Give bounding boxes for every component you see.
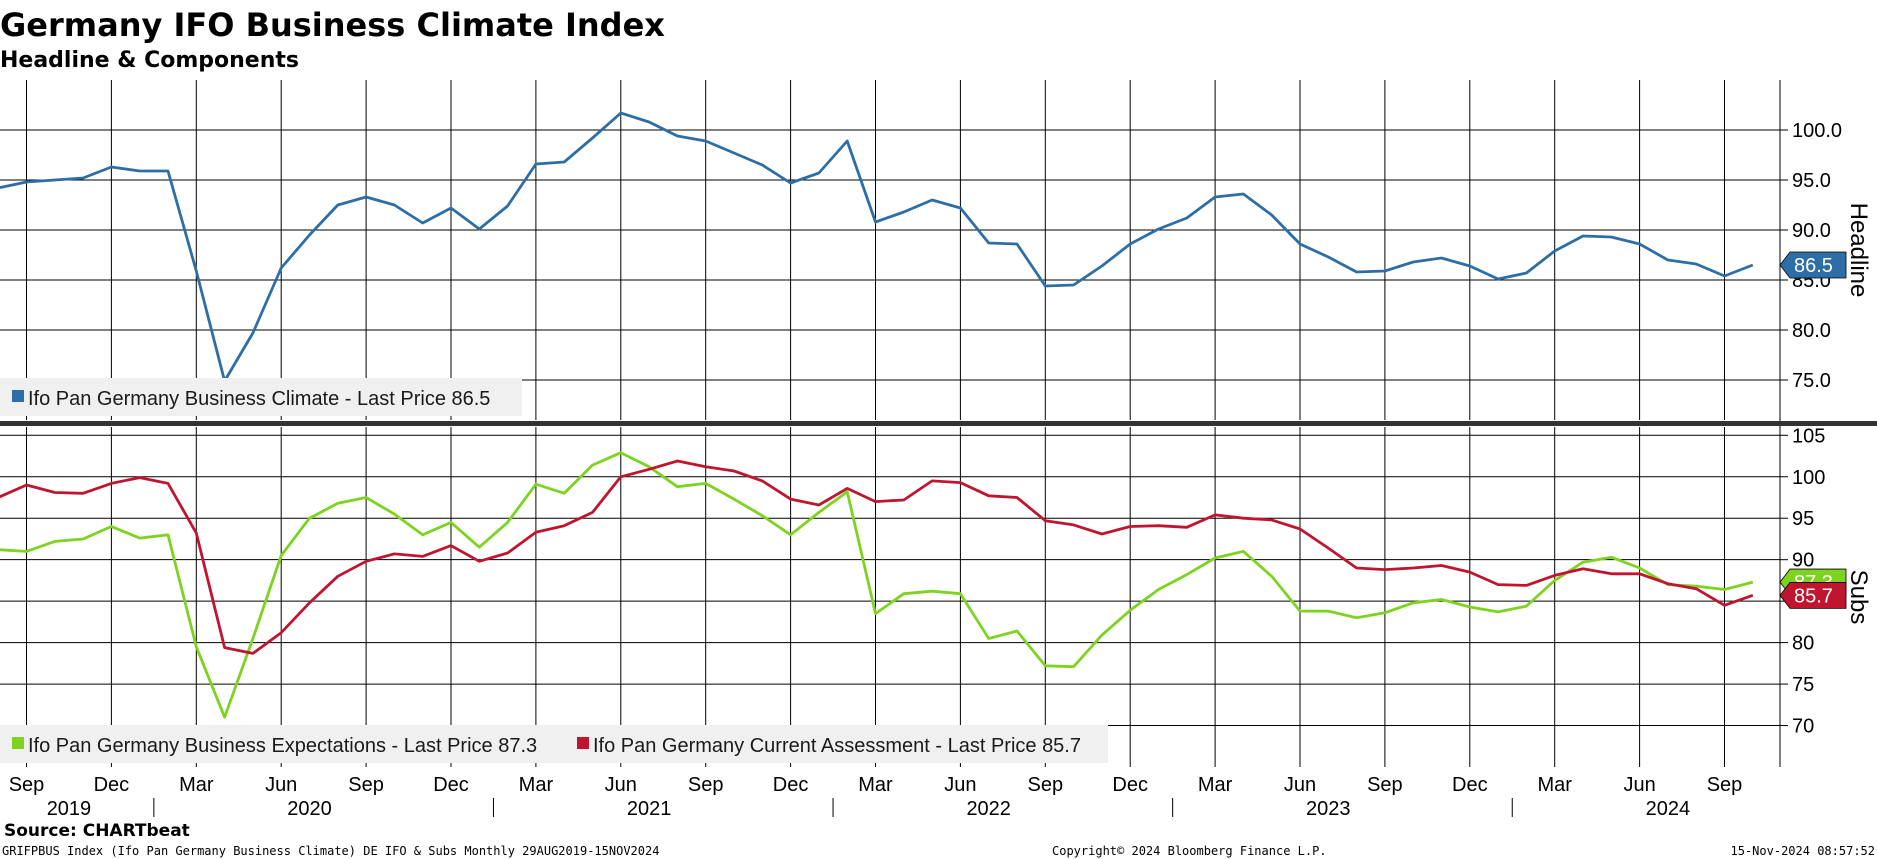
x-month-label: Jun [605, 774, 637, 796]
x-month-label: Dec [433, 774, 469, 796]
x-month-label: Mar [519, 774, 554, 796]
climate-last-flag-value: 86.5 [1794, 255, 1833, 277]
top-ytick-label: 90.0 [1792, 220, 1831, 242]
expectations-legend-label: Ifo Pan Germany Business Expectations - … [28, 735, 537, 757]
x-year-label: 2023 [1306, 798, 1351, 820]
x-month-label: Jun [1284, 774, 1316, 796]
x-month-label: Jun [265, 774, 297, 796]
bottom-ytick-label: 80 [1792, 633, 1814, 655]
x-year-label: 2022 [966, 798, 1011, 820]
bottom-y-axis-label: Subs [1845, 570, 1872, 625]
climate-last-flag-shape [1779, 251, 1847, 279]
x-month-label: Sep [9, 774, 45, 796]
assessment-last-flag-shape [1779, 581, 1847, 609]
bottom-legend-box [0, 725, 1108, 763]
top-legend-box [0, 378, 522, 416]
panel-separator [0, 421, 1877, 426]
series-lines [0, 111, 1754, 719]
assessment-legend-label: Ifo Pan Germany Current Assessment - Las… [593, 735, 1081, 757]
copyright: Copyright© 2024 Bloomberg Finance L.P. [1052, 844, 1327, 858]
x-year-label: 2019 [47, 798, 92, 820]
bottom-ytick-label: 105 [1792, 425, 1825, 447]
x-month-label: Mar [858, 774, 893, 796]
assessment-last-flag: 85.7 [1779, 581, 1847, 609]
bottom-ytick-label: 75 [1792, 674, 1814, 696]
assessment-legend-swatch [577, 737, 589, 749]
source-note: Source: CHARTbeat [4, 821, 190, 841]
x-month-label: Mar [1198, 774, 1233, 796]
x-year-label: 2024 [1646, 798, 1691, 820]
expectations-line [0, 451, 1754, 719]
climate-legend-swatch [12, 390, 24, 402]
top-ytick-label: 100.0 [1792, 120, 1842, 142]
assessment-line [0, 459, 1754, 655]
top-ytick-label: 80.0 [1792, 320, 1831, 342]
x-year-label: 2021 [627, 798, 672, 820]
x-month-label: Jun [944, 774, 976, 796]
timestamp: 15-Nov-2024 08:57:52 [1731, 844, 1876, 858]
x-month-label: Sep [688, 774, 724, 796]
axes: 75.080.085.090.095.0100.0707580859095100… [0, 80, 1877, 820]
bottom-ytick-label: 90 [1792, 550, 1814, 572]
climate-line [0, 111, 1754, 383]
x-month-label: Dec [94, 774, 130, 796]
top-ytick-label: 95.0 [1792, 170, 1831, 192]
x-month-label: Mar [1537, 774, 1572, 796]
assessment-last-flag-value: 85.7 [1794, 585, 1833, 607]
x-month-label: Dec [773, 774, 809, 796]
climate-legend-label: Ifo Pan Germany Business Climate - Last … [28, 388, 490, 410]
ticker-info: GRIFPBUS Index (Ifo Pan Germany Business… [2, 844, 659, 858]
bottom-ytick-label: 70 [1792, 716, 1814, 738]
x-year-label: 2020 [287, 798, 332, 820]
x-month-label: Mar [179, 774, 214, 796]
top-ytick-label: 75.0 [1792, 370, 1831, 392]
chart-subtitle: Headline & Components [0, 48, 299, 73]
top-y-axis-label: Headline [1845, 203, 1872, 298]
x-month-label: Dec [1112, 774, 1148, 796]
x-month-label: Dec [1452, 774, 1488, 796]
bottom-ytick-label: 100 [1792, 467, 1825, 489]
bottom-ytick-label: 95 [1792, 508, 1814, 530]
x-month-label: Sep [348, 774, 384, 796]
grid-lines [0, 80, 1780, 767]
climate-last-flag: 86.5 [1779, 251, 1847, 279]
chart-title: Germany IFO Business Climate Index [0, 6, 665, 44]
x-month-label: Sep [1707, 774, 1743, 796]
x-month-label: Sep [1028, 774, 1064, 796]
expectations-legend-swatch [12, 737, 24, 749]
x-month-label: Sep [1367, 774, 1403, 796]
x-month-label: Jun [1623, 774, 1655, 796]
